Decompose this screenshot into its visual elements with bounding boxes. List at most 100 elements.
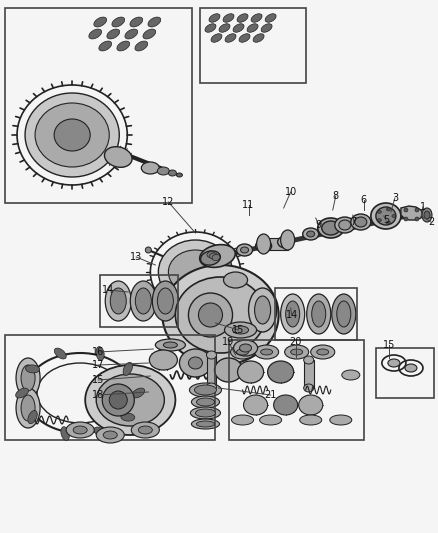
Ellipse shape bbox=[16, 388, 40, 428]
Ellipse shape bbox=[277, 236, 293, 248]
Ellipse shape bbox=[143, 29, 155, 39]
Ellipse shape bbox=[385, 221, 389, 224]
Ellipse shape bbox=[387, 359, 399, 367]
Ellipse shape bbox=[377, 211, 381, 213]
Ellipse shape bbox=[120, 413, 134, 421]
Ellipse shape bbox=[99, 41, 111, 51]
Bar bbox=[5, 8, 192, 203]
Ellipse shape bbox=[265, 14, 276, 22]
Ellipse shape bbox=[233, 340, 257, 356]
Ellipse shape bbox=[248, 288, 276, 332]
Bar bbox=[207, 355, 216, 387]
Ellipse shape bbox=[110, 288, 126, 314]
Ellipse shape bbox=[317, 218, 343, 238]
Ellipse shape bbox=[329, 415, 351, 425]
Ellipse shape bbox=[94, 427, 106, 438]
Bar bbox=[303, 360, 313, 388]
Ellipse shape bbox=[196, 398, 214, 406]
Ellipse shape bbox=[290, 349, 302, 355]
Ellipse shape bbox=[230, 345, 254, 359]
Ellipse shape bbox=[423, 211, 429, 219]
Ellipse shape bbox=[134, 41, 147, 51]
Ellipse shape bbox=[96, 427, 124, 443]
Ellipse shape bbox=[336, 301, 350, 327]
Ellipse shape bbox=[311, 301, 325, 327]
Ellipse shape bbox=[237, 14, 247, 22]
Ellipse shape bbox=[103, 431, 117, 439]
Ellipse shape bbox=[254, 296, 270, 324]
Ellipse shape bbox=[310, 345, 334, 359]
Bar bbox=[5, 335, 215, 440]
Ellipse shape bbox=[334, 217, 354, 233]
Ellipse shape bbox=[85, 365, 175, 435]
Text: 15: 15 bbox=[92, 375, 104, 385]
Ellipse shape bbox=[54, 119, 90, 151]
Ellipse shape bbox=[243, 395, 267, 415]
Ellipse shape bbox=[306, 294, 330, 334]
Ellipse shape bbox=[280, 294, 304, 334]
Ellipse shape bbox=[370, 203, 400, 229]
Ellipse shape bbox=[299, 415, 321, 425]
Text: 2: 2 bbox=[427, 217, 433, 227]
Ellipse shape bbox=[125, 29, 138, 39]
Circle shape bbox=[145, 247, 151, 253]
Text: 8: 8 bbox=[332, 191, 338, 201]
Text: 13: 13 bbox=[130, 252, 142, 262]
Text: 9: 9 bbox=[315, 220, 321, 230]
Ellipse shape bbox=[207, 252, 215, 257]
Ellipse shape bbox=[148, 17, 160, 27]
Ellipse shape bbox=[175, 277, 265, 353]
Text: 1: 1 bbox=[419, 202, 425, 212]
Ellipse shape bbox=[152, 281, 178, 321]
Bar bbox=[200, 8, 305, 83]
Ellipse shape bbox=[377, 219, 381, 222]
Ellipse shape bbox=[267, 361, 293, 383]
Ellipse shape bbox=[231, 415, 253, 425]
Ellipse shape bbox=[155, 339, 185, 351]
Ellipse shape bbox=[232, 326, 248, 334]
Ellipse shape bbox=[194, 385, 216, 395]
Ellipse shape bbox=[188, 293, 232, 337]
Text: 11: 11 bbox=[242, 200, 254, 210]
Ellipse shape bbox=[25, 93, 119, 177]
Ellipse shape bbox=[21, 395, 35, 421]
Ellipse shape bbox=[158, 240, 232, 304]
Text: 5: 5 bbox=[382, 215, 388, 225]
Ellipse shape bbox=[88, 29, 101, 39]
Ellipse shape bbox=[157, 167, 169, 175]
Ellipse shape bbox=[21, 365, 35, 391]
Ellipse shape bbox=[254, 345, 278, 359]
Ellipse shape bbox=[421, 208, 431, 222]
Ellipse shape bbox=[73, 426, 87, 434]
Ellipse shape bbox=[306, 231, 314, 237]
Ellipse shape bbox=[61, 427, 69, 440]
Ellipse shape bbox=[233, 24, 244, 33]
Ellipse shape bbox=[273, 395, 297, 415]
Ellipse shape bbox=[251, 14, 261, 22]
Ellipse shape bbox=[196, 421, 214, 427]
Circle shape bbox=[414, 217, 418, 221]
Ellipse shape bbox=[214, 358, 242, 382]
Ellipse shape bbox=[354, 217, 366, 227]
Circle shape bbox=[403, 217, 407, 221]
Ellipse shape bbox=[54, 348, 66, 359]
Ellipse shape bbox=[225, 34, 236, 42]
Ellipse shape bbox=[404, 364, 416, 372]
Ellipse shape bbox=[16, 388, 28, 398]
Ellipse shape bbox=[236, 349, 248, 355]
Ellipse shape bbox=[66, 422, 94, 438]
Text: 6: 6 bbox=[360, 195, 366, 205]
Ellipse shape bbox=[208, 14, 219, 22]
Ellipse shape bbox=[240, 247, 248, 253]
Ellipse shape bbox=[25, 365, 39, 373]
Ellipse shape bbox=[191, 396, 219, 408]
Ellipse shape bbox=[236, 244, 252, 256]
Ellipse shape bbox=[255, 240, 271, 252]
Ellipse shape bbox=[303, 384, 313, 392]
Ellipse shape bbox=[96, 374, 164, 426]
Text: 18: 18 bbox=[92, 390, 104, 400]
Ellipse shape bbox=[260, 349, 272, 355]
Ellipse shape bbox=[131, 422, 159, 438]
Ellipse shape bbox=[219, 24, 230, 33]
Text: 20: 20 bbox=[289, 337, 301, 347]
